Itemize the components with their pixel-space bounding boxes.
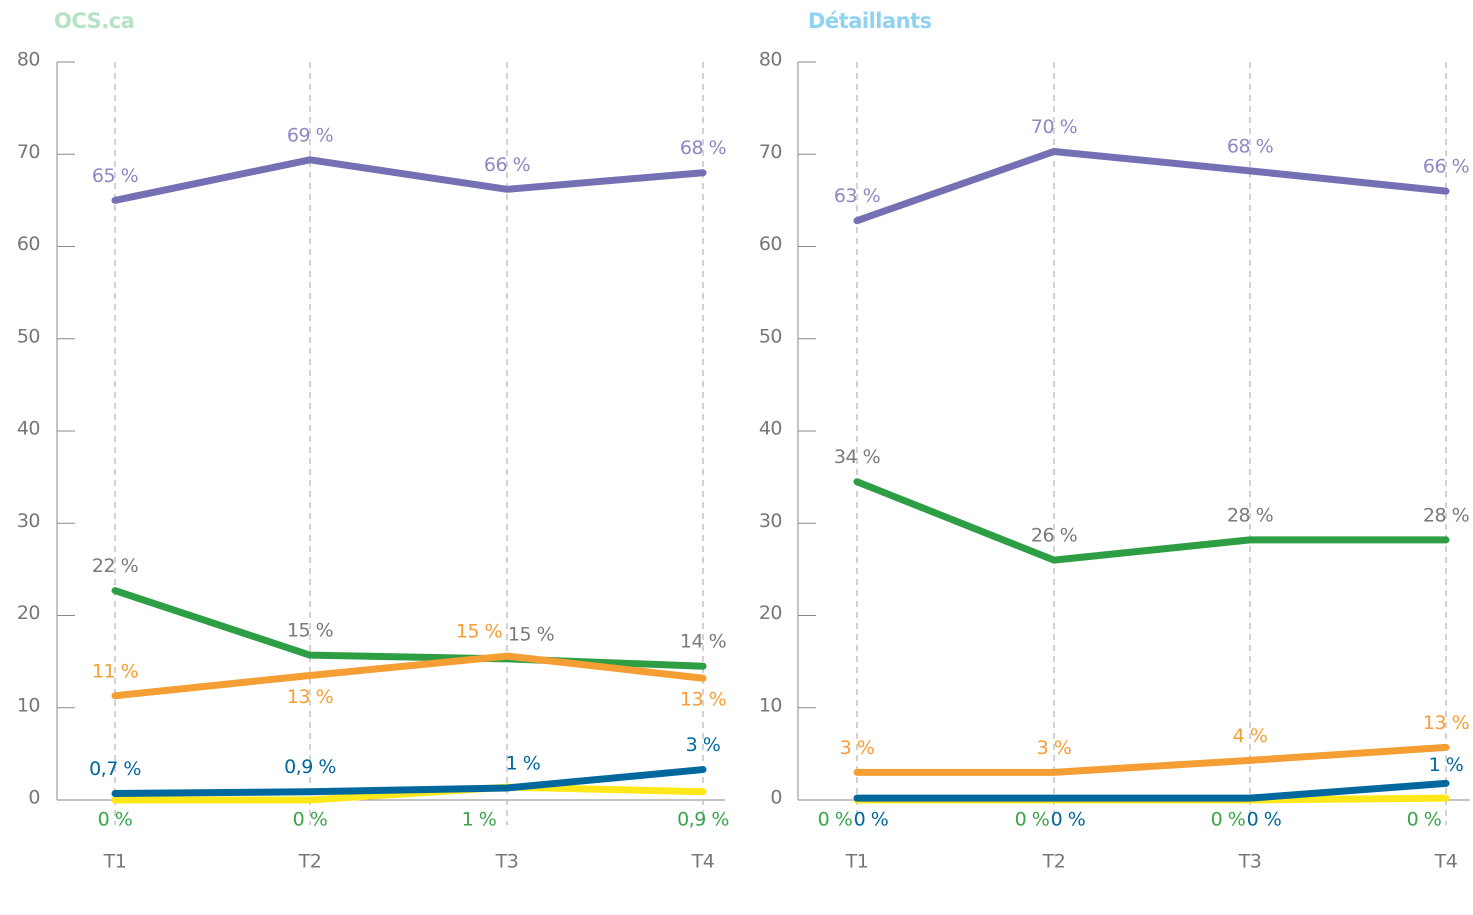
y-tick-label: 50 (17, 325, 40, 347)
y-tick-label: 60 (17, 233, 40, 255)
value-label: 68 % (680, 137, 726, 159)
value-label: 1 % (506, 753, 541, 775)
series-line (111, 587, 707, 670)
value-label: 69 % (287, 124, 333, 146)
x-tick-label: T4 (691, 851, 715, 873)
value-label: 34 % (834, 446, 880, 468)
value-label: 22 % (92, 555, 138, 577)
value-label: 28 % (1227, 504, 1273, 526)
y-tick-label: 70 (17, 141, 40, 163)
value-label: 0,9 % (677, 809, 729, 831)
series-line (111, 783, 707, 804)
series-line (111, 156, 707, 204)
value-label: 68 % (1227, 135, 1273, 157)
x-tick-label: T3 (1238, 851, 1262, 873)
value-label: 28 % (1423, 504, 1469, 526)
value-label: 0 % (98, 809, 133, 831)
y-tick-label: 40 (759, 418, 782, 440)
value-label: 15 % (287, 620, 333, 642)
x-tick-label: T2 (298, 851, 322, 873)
x-tick-label: T1 (103, 851, 127, 873)
y-tick-label: 20 (759, 602, 782, 624)
value-label: 26 % (1031, 525, 1077, 547)
series-line (111, 652, 707, 700)
value-label: 0,9 % (284, 756, 336, 778)
x-tick-label: T3 (495, 851, 519, 873)
x-tick-label: T2 (1042, 851, 1066, 873)
value-label: 70 % (1031, 116, 1077, 138)
series-line (853, 743, 1450, 776)
value-label: 66 % (484, 154, 530, 176)
value-label: 0 % (854, 809, 889, 831)
value-label: 13 % (1423, 712, 1469, 734)
value-label: 0 % (1051, 809, 1086, 831)
y-tick-label: 0 (28, 787, 40, 809)
y-tick-label: 80 (17, 49, 40, 71)
y-tick-label: 0 (770, 787, 782, 809)
value-label: 1 % (1429, 754, 1464, 776)
y-tick-label: 60 (759, 233, 782, 255)
y-tick-label: 70 (759, 141, 782, 163)
y-tick-label: 30 (759, 510, 782, 532)
value-label: 3 % (840, 737, 875, 759)
y-tick-label: 10 (759, 694, 782, 716)
value-label: 0 % (1407, 809, 1442, 831)
value-label: 11 % (92, 660, 138, 682)
value-label: 0 % (1015, 809, 1050, 831)
value-label: 15 % (456, 621, 502, 643)
value-label: 15 % (508, 623, 554, 645)
y-tick-label: 10 (17, 694, 40, 716)
value-label: 63 % (834, 185, 880, 207)
value-label: 3 % (686, 734, 721, 756)
value-label: 0 % (1247, 809, 1282, 831)
value-label: 1 % (462, 809, 497, 831)
series-line (111, 766, 707, 798)
value-label: 0 % (293, 809, 328, 831)
value-label: 3 % (1037, 737, 1072, 759)
y-tick-label: 80 (759, 49, 782, 71)
value-label: 14 % (680, 631, 726, 653)
value-label: 4 % (1233, 725, 1268, 747)
series-line (853, 779, 1450, 802)
y-tick-label: 50 (759, 325, 782, 347)
series-line (853, 147, 1450, 225)
y-tick-label: 30 (17, 510, 40, 532)
value-label: 13 % (680, 689, 726, 711)
value-label: 0,7 % (89, 758, 141, 780)
y-tick-label: 40 (17, 418, 40, 440)
chart-title: Détaillants (808, 9, 932, 33)
y-tick-label: 20 (17, 602, 40, 624)
value-label: 66 % (1423, 156, 1469, 178)
series-line (853, 478, 1450, 564)
value-label: 0 % (1211, 809, 1246, 831)
x-tick-label: T1 (845, 851, 869, 873)
chart-title: OCS.ca (54, 9, 134, 33)
value-label: 0 % (818, 809, 853, 831)
x-tick-label: T4 (1434, 851, 1458, 873)
value-label: 13 % (287, 686, 333, 708)
value-label: 65 % (92, 165, 138, 187)
